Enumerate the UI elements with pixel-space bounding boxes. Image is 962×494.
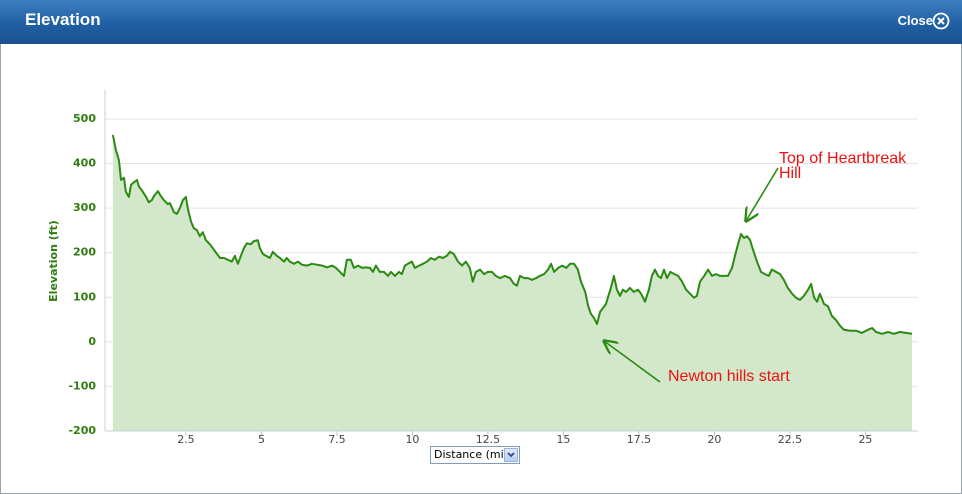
annotation: Newton hills start: [668, 368, 790, 385]
x-selector[interactable]: Distance (mi): [430, 446, 520, 464]
window-header: Elevation Close: [0, 0, 962, 44]
x-tick-label: 15: [556, 433, 570, 446]
y-tick-label: 400: [73, 157, 96, 170]
y-tick-label: 300: [73, 201, 96, 214]
y-tick-label: -100: [68, 379, 96, 392]
y-axis-title: Elevation (ft): [47, 220, 60, 302]
x-tick-label: 10: [405, 433, 419, 446]
x-tick-label: 5: [258, 433, 265, 446]
x-tick-label: 17.5: [627, 433, 652, 446]
y-tick-label: -200: [68, 424, 96, 437]
annotation-arrow: [604, 341, 661, 383]
annotation: Top of Heartbreak Hill: [779, 150, 907, 182]
close-button[interactable]: Close: [897, 13, 933, 28]
y-tick-label: 0: [88, 335, 96, 348]
y-tick-label: 200: [73, 246, 96, 259]
dropdown-arrow: [507, 452, 515, 458]
x-tick-label: 7.5: [328, 433, 346, 446]
y-tick-label: 500: [73, 112, 96, 125]
x-tick-label: 25: [858, 433, 872, 446]
line: [111, 134, 913, 335]
x-tick-label: 12.5: [476, 433, 501, 446]
x-tick-label: 20: [707, 433, 721, 446]
x-tick-label: 2.5: [177, 433, 195, 446]
y-tick-label: 100: [73, 290, 96, 303]
x-selector-label: Distance (mi): [434, 448, 508, 461]
window-title: Elevation: [25, 10, 101, 29]
close-icon[interactable]: [932, 12, 950, 30]
dropdown-button[interactable]: [504, 448, 518, 462]
annotation-arrow: [746, 167, 779, 221]
x-tick-label: 22.5: [778, 433, 803, 446]
